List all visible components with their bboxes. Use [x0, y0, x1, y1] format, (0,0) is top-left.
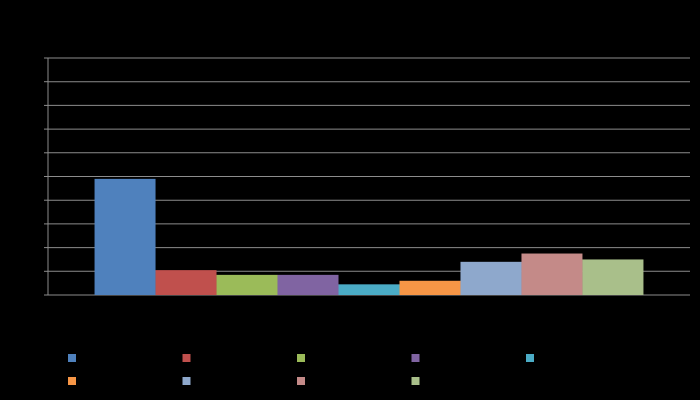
bar	[460, 261, 522, 295]
legend-swatch	[297, 377, 305, 385]
legend-swatch	[411, 354, 420, 362]
bar	[582, 259, 644, 295]
bar	[94, 178, 156, 295]
bar	[338, 284, 400, 295]
bar	[521, 253, 583, 295]
legend-swatch	[297, 354, 305, 362]
bar	[155, 270, 217, 295]
legend-swatch	[68, 377, 76, 385]
bar	[399, 280, 461, 295]
bar	[216, 274, 278, 295]
legend-swatch	[68, 354, 76, 362]
legend-swatch	[411, 377, 420, 385]
bar	[277, 274, 339, 295]
legend-swatch	[526, 354, 534, 362]
legend-swatch	[182, 354, 191, 362]
legend-swatch	[182, 377, 191, 385]
